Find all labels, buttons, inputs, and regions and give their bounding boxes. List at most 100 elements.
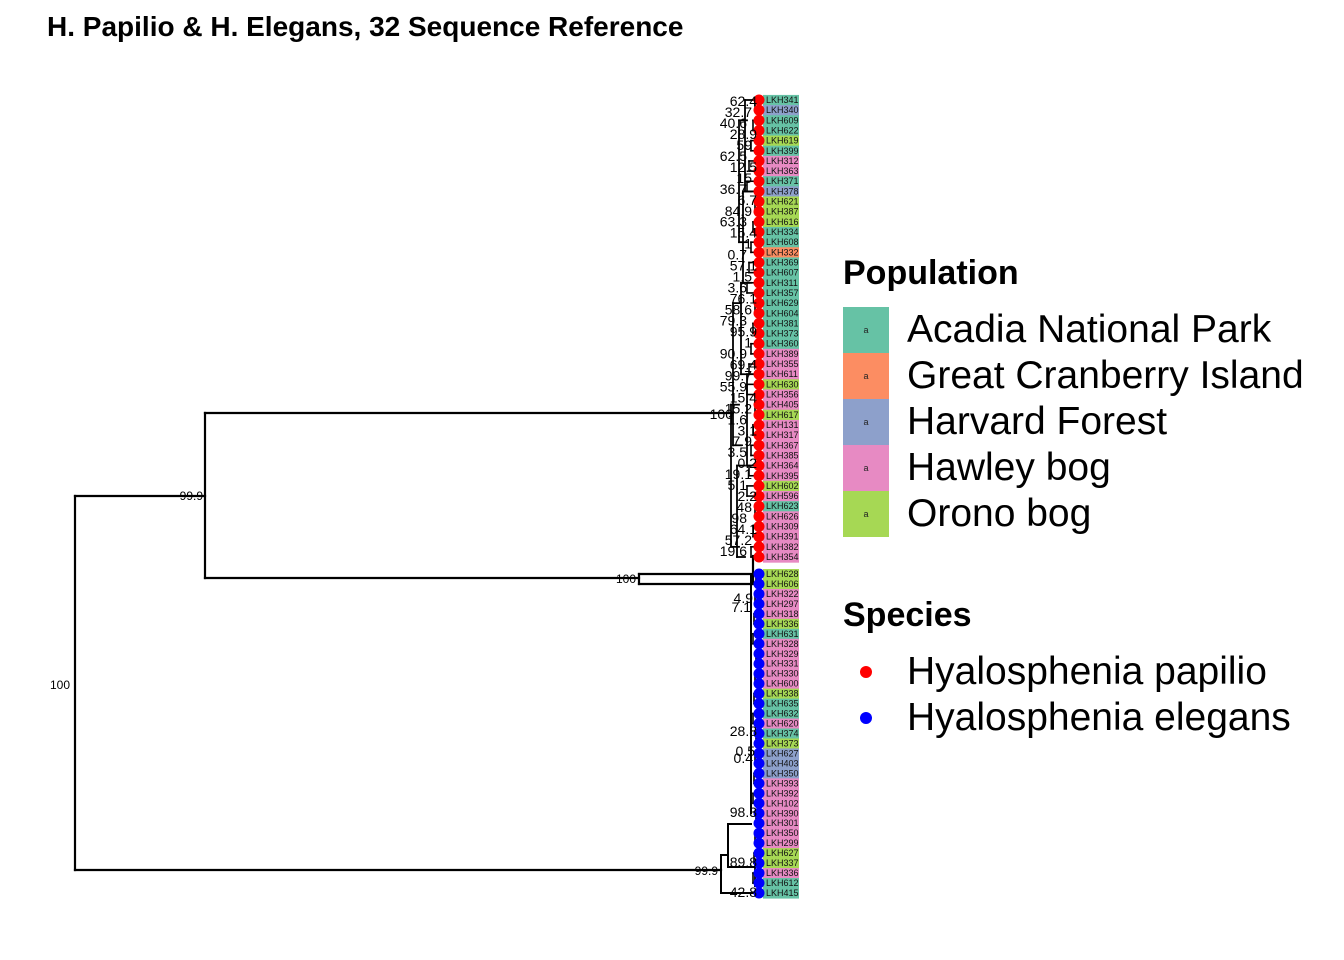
elegans-tip-point [753,588,765,600]
population-tile [763,878,799,889]
tip-label: LKH102 [766,798,799,808]
bootstrap-label: 1.6 [728,411,748,427]
tip-label: LKH332 [766,247,799,257]
bootstrap-label: 100 [50,678,70,692]
population-tile [763,569,799,580]
tip-label: LKH360 [766,339,799,349]
population-tile [763,511,799,523]
tip-label: LKH627 [766,748,799,758]
population-swatch: a [843,445,889,491]
tip-label: LKH328 [766,639,799,649]
bootstrap-label: 28.8 [730,723,757,739]
bootstrap-label: 15.4 [730,389,757,405]
tip-label: LKH600 [766,679,799,689]
bootstrap-label: 62.5 [720,148,747,164]
population-tile [763,430,799,441]
tip-label: LKH322 [766,589,799,599]
papilio-tip-point [753,185,765,197]
tip-label: LKH329 [766,649,799,659]
population-tile [763,648,799,660]
tip-label: LKH385 [766,450,799,460]
tip-label: LKH350 [766,768,799,778]
population-legend-item: a Hawley bog [843,445,1304,491]
papilio-tip-point [753,541,765,553]
papilio-tip-point [753,328,765,340]
tip-label: LKH336 [766,619,799,629]
population-tile [763,678,799,690]
population-tile [763,216,799,228]
papilio-tip-point [753,490,765,502]
elegans-tip-point [753,747,765,759]
bootstrap-label: 57.1 [730,258,757,274]
phylogenetic-tree: LKH341LKH340LKH609LKH622LKH619LKH399LKH3… [50,93,799,900]
tip-label: LKH340 [766,105,799,115]
tip-label: LKH399 [766,146,799,156]
bootstrap-label: 15.2 [725,400,752,416]
population-tile [763,277,799,289]
tip-label: LKH403 [766,758,799,768]
bootstrap-label: 57.2 [725,532,752,548]
population-tile [763,460,799,472]
elegans-tip-point [753,688,765,700]
papilio-tip-point [753,145,765,157]
tip-label: LKH630 [766,379,799,389]
papilio-tip-point [753,277,765,289]
tip-label: LKH378 [766,186,799,196]
tip-label: LKH367 [766,440,799,450]
papilio-tip-point [753,378,765,390]
bootstrap-label: 19.6 [720,543,747,559]
bootstrap-label: 100 [710,406,734,422]
population-tile [763,155,799,167]
population-swatch-glyph: a [863,463,869,473]
tip-label: LKH364 [766,461,799,471]
tip-label: LKH604 [766,308,799,318]
tip-label: LKH309 [766,522,799,532]
population-tile [763,369,799,380]
tip-label: LKH623 [766,501,799,511]
tip-label: LKH628 [766,569,799,579]
population-tile [763,480,799,492]
plot-title: H. Papilio & H. Elegans, 32 Sequence Ref… [47,11,684,42]
population-legend-item: a Great Cranberry Island [843,353,1304,399]
population-tile [763,176,799,187]
elegans-tip-point [753,837,765,849]
population-tile [763,94,799,106]
tip-label: LKH331 [766,659,799,669]
bootstrap-labels: 10099.910010099.962.432.740.628.95962.51… [50,93,757,900]
population-swatch-glyph: a [863,509,869,519]
tip-label: LKH606 [766,579,799,589]
population-tile [763,287,799,299]
elegans-tip-point [753,728,765,739]
population-tile [763,688,799,700]
bootstrap-label: 7.9 [733,433,753,449]
papilio-tip-point [753,429,765,441]
tip-label: LKH621 [766,197,799,207]
population-tile [763,308,799,319]
bootstrap-label: 69.4 [730,356,757,372]
population-tile [763,115,799,126]
tip-label: LKH341 [766,95,799,105]
population-tile [763,658,799,670]
papilio-tip-point [753,104,765,116]
elegans-tip-point [753,757,765,769]
tip-label: LKH626 [766,511,799,521]
papilio-tip-point [753,510,765,522]
population-tile [763,598,799,610]
tip-label: LKH392 [766,788,799,798]
species-legend: Species Hyalosphenia papilio Hyalosphenia… [843,596,1291,741]
population-tile [763,748,799,760]
bootstrap-label: 12.5 [730,159,757,175]
bootstrap-label: 98.3 [730,804,757,820]
bootstrap-label: 79.3 [720,313,747,329]
elegans-tip-point [753,777,765,789]
papilio-tip-point [753,521,765,533]
tip-label: LKH609 [766,115,799,125]
population-tile [763,399,799,411]
species-legend-item: Hyalosphenia elegans [843,695,1291,741]
tip-label: LKH390 [766,808,799,818]
population-swatch-glyph: a [863,417,869,427]
elegans-tip-point [753,648,765,660]
papilio-tip-point [753,135,765,147]
elegans-tip-point [753,628,765,640]
elegans-tip-point [753,678,765,690]
